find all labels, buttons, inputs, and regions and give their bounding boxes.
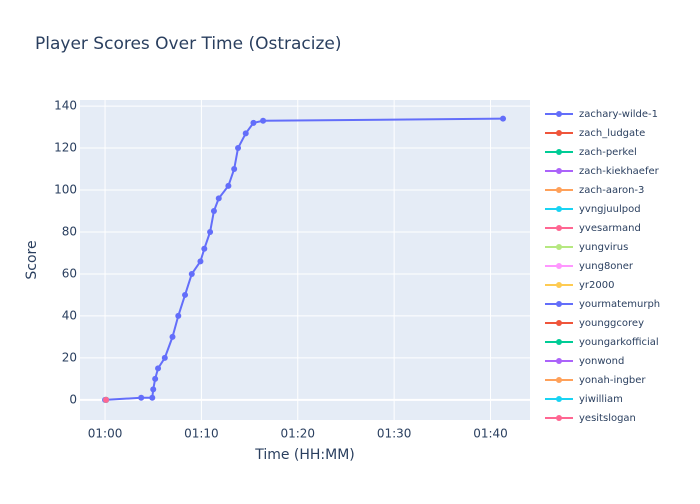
y-tick-label: 60 <box>62 266 77 280</box>
legend-label: yiwilliam <box>579 394 623 405</box>
legend-marker <box>556 320 562 326</box>
legend-label: yr2000 <box>579 280 614 291</box>
point <box>175 312 182 319</box>
y-tick-label: 40 <box>62 308 77 322</box>
y-tick-label: 20 <box>62 350 77 364</box>
legend-label: yung8oner <box>579 261 634 272</box>
legend-marker <box>556 206 562 212</box>
legend-marker <box>556 168 562 174</box>
legend-label: zach-aaron-3 <box>579 185 644 196</box>
legend-marker <box>556 263 562 269</box>
legend-marker <box>556 415 562 421</box>
legend-marker <box>556 187 562 193</box>
legend-label: younggcorey <box>579 318 644 329</box>
x-tick-label: 01:30 <box>377 427 412 441</box>
point <box>169 333 176 340</box>
x-tick-label: 01:10 <box>184 427 219 441</box>
point <box>235 145 242 152</box>
point <box>103 396 110 403</box>
point <box>149 394 156 401</box>
legend-marker <box>556 111 562 117</box>
point <box>242 130 249 137</box>
point <box>161 354 168 361</box>
legend-marker <box>556 301 562 307</box>
y-tick-label: 100 <box>54 183 77 197</box>
point <box>150 386 157 393</box>
legend-label: zach_ludgate <box>579 128 645 139</box>
x-tick-label: 01:00 <box>88 427 123 441</box>
legend-label: yonwond <box>579 356 624 367</box>
point <box>152 375 159 382</box>
point <box>182 291 189 298</box>
legend-label: youngarkofficial <box>579 337 659 348</box>
legend-marker <box>556 225 562 231</box>
y-tick-label: 140 <box>54 99 77 113</box>
legend-label: yourmatemurph <box>579 299 660 310</box>
point <box>197 258 204 265</box>
x-tick-label: 01:40 <box>473 427 508 441</box>
point <box>225 182 232 189</box>
legend-label: zach-kiekhaefer <box>579 166 660 177</box>
point <box>201 245 208 252</box>
legend-label: zachary-wilde-1 <box>579 109 658 120</box>
x-axis-title: Time (HH:MM) <box>254 447 355 463</box>
legend-marker <box>556 396 562 402</box>
point <box>155 365 162 372</box>
point <box>500 115 507 122</box>
point <box>215 195 222 202</box>
plot-area <box>80 100 530 420</box>
legend-marker <box>556 244 562 250</box>
point <box>260 117 267 124</box>
legend-marker <box>556 358 562 364</box>
legend-marker <box>556 149 562 155</box>
y-tick-label: 80 <box>62 224 77 238</box>
point <box>210 208 217 215</box>
y-tick-label: 0 <box>69 392 77 406</box>
y-tick-label: 120 <box>54 141 77 155</box>
legend-label: yonah-ingber <box>579 375 646 386</box>
legend-label: zach-perkel <box>579 147 637 158</box>
point <box>188 270 195 277</box>
chart-title: Player Scores Over Time (Ostracize) <box>35 34 342 54</box>
legend-label: yvngjuulpod <box>579 204 641 215</box>
point <box>231 166 238 173</box>
legend-marker <box>556 377 562 383</box>
point <box>138 394 145 401</box>
legend-marker <box>556 339 562 345</box>
legend-marker <box>556 130 562 136</box>
legend-label: yvesarmand <box>579 223 641 234</box>
legend-label: yungvirus <box>579 242 628 253</box>
legend-label: yesitslogan <box>579 413 636 424</box>
x-tick-label: 01:20 <box>280 427 315 441</box>
y-axis-title: Score <box>24 240 40 279</box>
legend-marker <box>556 282 562 288</box>
point <box>207 228 214 235</box>
point <box>250 119 257 126</box>
